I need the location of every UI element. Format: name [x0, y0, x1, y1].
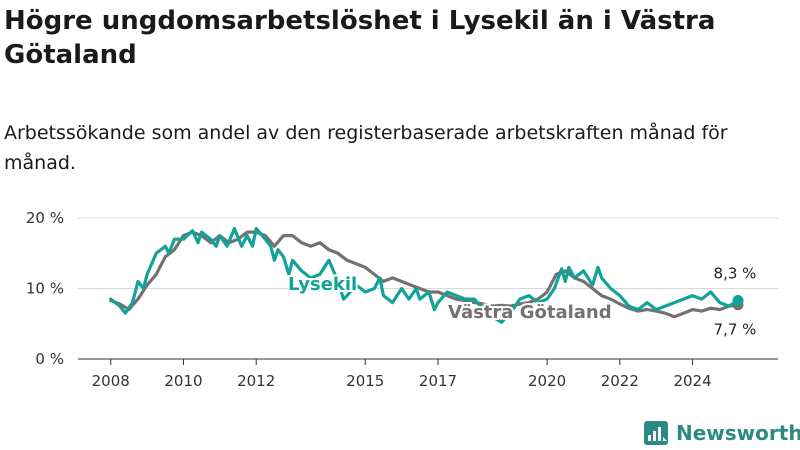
x-tick-label: 2010	[164, 372, 202, 390]
series-label: Lysekil	[288, 274, 357, 295]
series-line-v-stra-g-taland	[109, 230, 740, 319]
chart-title: Högre ungdomsarbetslöshet i Lysekil än i…	[4, 6, 716, 70]
x-axis: 2008 2010 2012 2015 2017 2020 2022 2024	[78, 358, 778, 390]
y-tick-label: 10 %	[26, 280, 64, 298]
series-end-dot-lysekil	[732, 294, 744, 306]
gridlines	[78, 217, 778, 289]
x-tick-label: 2022	[601, 372, 639, 390]
newsworthy-logo[interactable]: Newsworthy	[644, 418, 800, 448]
y-axis-ticks: 0 % 10 % 20 %	[26, 209, 64, 368]
end-value-label: 8,3 %	[714, 264, 757, 282]
series-lines	[109, 227, 744, 324]
y-tick-label: 20 %	[26, 209, 64, 227]
chart-subtitle: Arbetssökande som andel av den registerb…	[4, 122, 728, 174]
x-tick-label: 2024	[673, 372, 711, 390]
series-labels: 7,7 % 8,3 % Lysekil Västra Götaland	[286, 264, 757, 339]
end-value-label: 7,7 %	[714, 321, 757, 339]
y-tick-label: 0 %	[35, 350, 64, 368]
series-label: Västra Götaland	[448, 302, 612, 323]
x-tick-label: 2015	[346, 372, 384, 390]
x-tick-label: 2017	[419, 372, 457, 390]
brand-name: Newsworthy	[676, 421, 800, 445]
x-tick-label: 2008	[92, 372, 130, 390]
series-line-lysekil	[109, 227, 740, 324]
newsworthy-icon	[644, 421, 668, 445]
x-tick-label: 2012	[237, 372, 275, 390]
x-tick-label: 2020	[528, 372, 566, 390]
